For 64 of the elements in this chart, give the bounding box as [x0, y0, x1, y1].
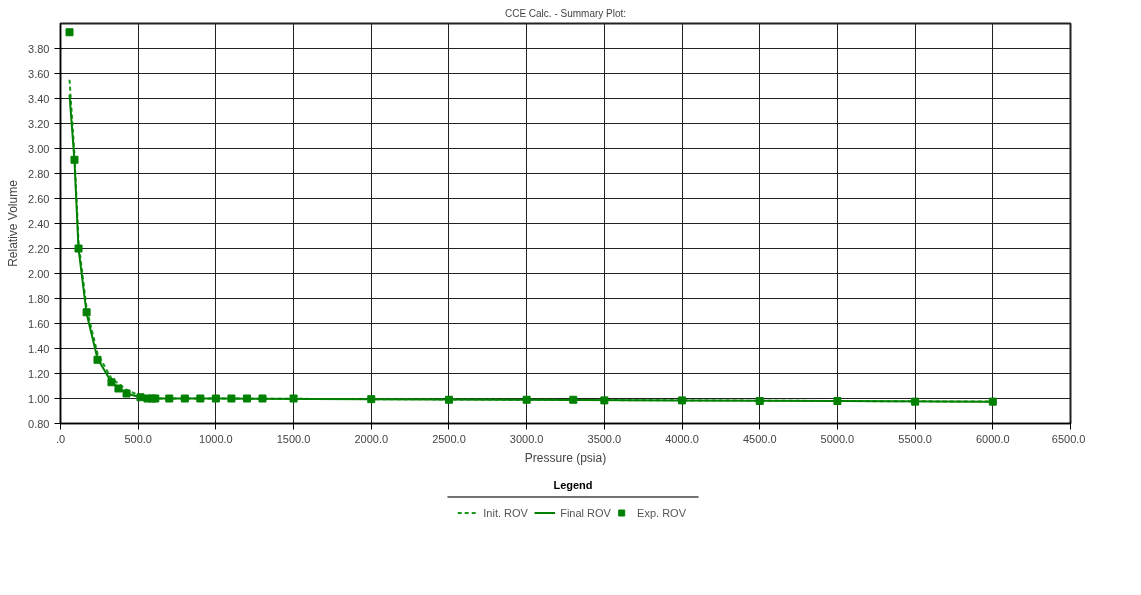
- point: [114, 384, 123, 393]
- x-tick-label: 500.0: [124, 432, 152, 445]
- point: [196, 394, 205, 403]
- legend-title: Legend: [553, 479, 593, 491]
- y-tick-label: 3.40: [28, 92, 50, 105]
- point: [911, 397, 920, 406]
- point: [74, 244, 83, 253]
- point: [136, 393, 145, 402]
- point: [569, 395, 578, 404]
- point: [107, 378, 116, 387]
- point: [70, 155, 79, 164]
- point: [165, 394, 174, 403]
- x-tick-label: 3000.0: [509, 432, 544, 445]
- y-tick-label: 3.80: [28, 42, 50, 55]
- point: [988, 397, 997, 406]
- x-tick-label: 2500.0: [432, 432, 466, 445]
- legend-label: Exp. ROV: [637, 507, 687, 519]
- x-tick-label: 1500.0: [276, 432, 311, 445]
- point: [444, 395, 453, 404]
- x-tick-label: 1000.0: [199, 432, 233, 445]
- y-tick-label: 1.40: [28, 342, 50, 355]
- point: [522, 395, 531, 404]
- y-tick-label: 1.00: [28, 392, 50, 405]
- point: [833, 397, 842, 405]
- x-tick-label: .0: [55, 432, 66, 445]
- y-tick-label: 1.20: [28, 367, 50, 380]
- x-tick-label: 5500.0: [898, 432, 932, 445]
- point: [755, 397, 764, 405]
- y-tick-label: 2.80: [28, 167, 50, 180]
- point: [227, 394, 236, 403]
- y-tick-label: 1.80: [28, 292, 50, 305]
- point: [678, 396, 687, 405]
- point: [367, 395, 376, 404]
- point: [258, 394, 267, 403]
- chart-title: CCE Calc. - Summary Plot:: [504, 7, 627, 19]
- point: [122, 389, 131, 398]
- x-axis-title: Pressure (psia): [524, 450, 607, 465]
- y-tick-label: 2.20: [28, 242, 50, 255]
- y-tick-label: 2.60: [28, 192, 50, 205]
- point: [180, 394, 189, 403]
- point: [289, 394, 298, 403]
- x-tick-label: 6000.0: [975, 432, 1010, 445]
- x-tick-label: 4500.0: [742, 432, 777, 445]
- y-tick-label: 3.20: [28, 117, 50, 130]
- point: [600, 396, 609, 405]
- x-tick-label: 5000.0: [820, 432, 855, 445]
- y-tick-label: 3.60: [28, 67, 50, 80]
- x-tick-label: 4000.0: [665, 432, 699, 445]
- x-tick-label: 6500.0: [1051, 432, 1086, 445]
- legend-label: Init. ROV: [483, 507, 529, 519]
- point: [242, 394, 251, 403]
- x-tick-label: 2000.0: [354, 432, 389, 445]
- y-tick-label: 3.00: [28, 142, 50, 155]
- point: [211, 394, 220, 403]
- y-tick-label: 0.80: [28, 417, 50, 430]
- legend-label: Final ROV: [560, 507, 612, 519]
- point: [82, 308, 91, 317]
- point: [93, 355, 102, 364]
- point: [65, 28, 74, 37]
- y-tick-label: 2.00: [28, 267, 50, 280]
- y-axis-title: Relative Volume: [6, 179, 21, 267]
- y-tick-label: 2.40: [28, 217, 50, 230]
- x-tick-label: 3500.0: [587, 432, 622, 445]
- y-tick-label: 1.60: [28, 317, 50, 330]
